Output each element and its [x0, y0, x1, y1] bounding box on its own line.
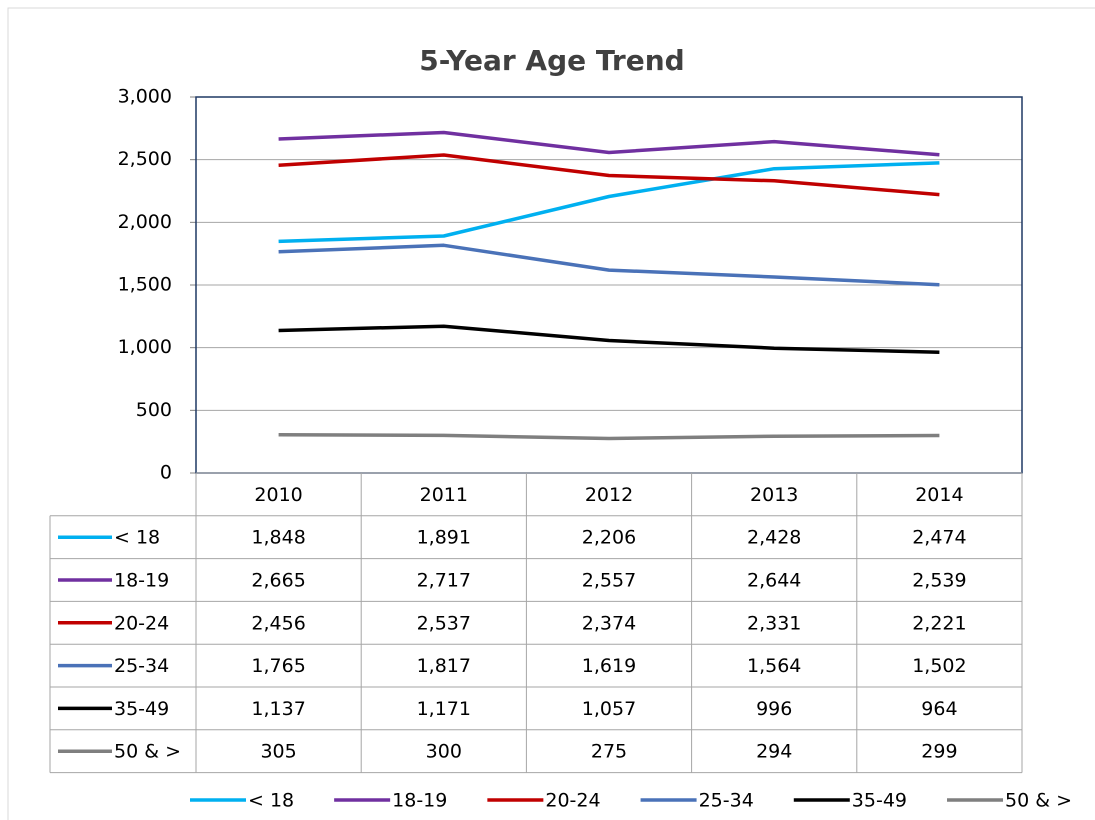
- table-cell: 2,539: [912, 570, 966, 592]
- table-cell: 294: [756, 741, 792, 763]
- series-line: [278, 153, 940, 197]
- table-cell: 275: [591, 741, 627, 763]
- y-tick-label: 1,500: [118, 274, 172, 296]
- table-cell: 2,374: [582, 612, 636, 634]
- table-cell: 2,537: [417, 612, 471, 634]
- table-cell: 1,891: [417, 527, 471, 549]
- table-cell: 2,428: [747, 527, 801, 549]
- table-cell: 1,619: [582, 655, 636, 677]
- y-tick-label: 500: [136, 399, 172, 421]
- legend-label: 50 & >: [1005, 790, 1072, 812]
- legend-label: 35-49: [852, 790, 907, 812]
- series-line: [278, 130, 940, 157]
- series-line: [278, 161, 940, 244]
- x-tick-label: 2010: [254, 484, 302, 506]
- series-line: [278, 433, 940, 441]
- table-row-label: 50 & >: [114, 741, 181, 763]
- x-tick-label: 2014: [915, 484, 963, 506]
- y-tick-label: 1,000: [118, 336, 172, 358]
- table-cell: 1,564: [747, 655, 801, 677]
- legend-label: 18-19: [392, 790, 447, 812]
- table-cell: 1,502: [912, 655, 966, 677]
- table-cell: 2,221: [912, 612, 966, 634]
- y-tick-label: 3,000: [118, 86, 172, 108]
- x-tick-label: 2011: [420, 484, 468, 506]
- table-cell: 300: [426, 741, 462, 763]
- series-line: [278, 243, 940, 287]
- table-cell: 1,817: [417, 655, 471, 677]
- table-cell: 1,765: [251, 655, 305, 677]
- table-cell: 2,717: [417, 570, 471, 592]
- table-row-label: < 18: [114, 527, 160, 549]
- table-cell: 299: [921, 741, 957, 763]
- table-cell: 2,206: [582, 527, 636, 549]
- chart-frame: [7, 7, 1095, 820]
- table-cell: 1,171: [417, 698, 471, 720]
- series-line: [278, 324, 940, 354]
- legend-label: 25-34: [699, 790, 754, 812]
- legend-label: < 18: [248, 790, 294, 812]
- table-cell: 1,848: [251, 527, 305, 549]
- x-tick-label: 2013: [750, 484, 798, 506]
- legend-label: 20-24: [545, 790, 600, 812]
- y-tick-label: 2,500: [118, 148, 172, 170]
- table-cell: 2,331: [747, 612, 801, 634]
- table-cell: 996: [756, 698, 792, 720]
- y-tick-label: 2,000: [118, 211, 172, 233]
- x-tick-label: 2012: [585, 484, 633, 506]
- table-cell: 305: [260, 741, 296, 763]
- table-row-label: 18-19: [114, 570, 169, 592]
- table-cell: 964: [921, 698, 957, 720]
- table-cell: 2,474: [912, 527, 966, 549]
- table-row-label: 25-34: [114, 655, 169, 677]
- table-cell: 2,557: [582, 570, 636, 592]
- table-row-label: 20-24: [114, 612, 169, 634]
- chart-title: 5-Year Age Trend: [419, 44, 684, 77]
- table-row-label: 35-49: [114, 698, 169, 720]
- table-cell: 2,644: [747, 570, 801, 592]
- table-cell: 2,665: [251, 570, 305, 592]
- table-cell: 1,057: [582, 698, 636, 720]
- table-cell: 1,137: [251, 698, 305, 720]
- y-tick-label: 0: [160, 462, 172, 484]
- table-cell: 2,456: [251, 612, 305, 634]
